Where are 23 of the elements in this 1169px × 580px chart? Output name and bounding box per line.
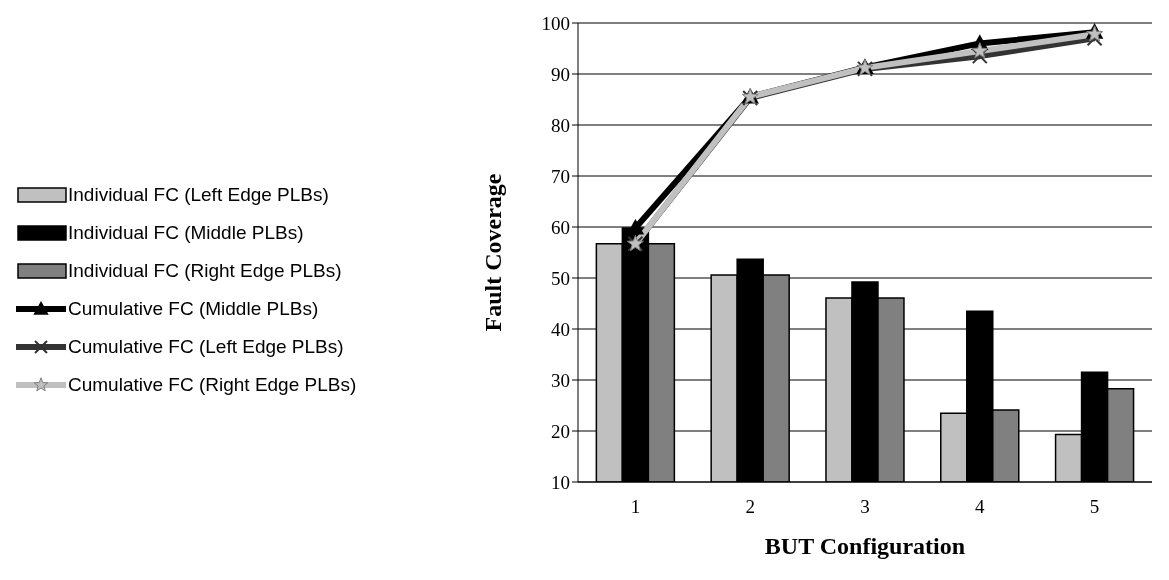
x-tick-label: 1: [630, 496, 641, 518]
y-tick-label: 10: [551, 471, 570, 493]
y-tick-label: 100: [541, 12, 570, 34]
x-tick-label: 4: [975, 496, 986, 518]
y-tick-label: 90: [551, 63, 570, 85]
x-tick-label: 5: [1089, 496, 1100, 518]
y-tick-label: 20: [551, 420, 570, 442]
x-tick-label: 3: [860, 496, 870, 518]
y-tick-label: 80: [551, 114, 570, 136]
x-tick-label: 2: [745, 496, 755, 518]
y-tick-label: 30: [551, 369, 570, 391]
y-tick-label: 50: [551, 267, 570, 289]
legend-label: Individual FC (Middle PLBs): [68, 222, 304, 244]
legend-label: Cumulative FC (Left Edge PLBs): [68, 336, 344, 358]
legend-label: Cumulative FC (Right Edge PLBs): [68, 374, 357, 396]
legend-label: Individual FC (Right Edge PLBs): [68, 260, 342, 282]
legend-label: Cumulative FC (Middle PLBs): [68, 298, 319, 320]
x-axis-title: BUT Configuration: [764, 533, 966, 559]
legend-label: Individual FC (Left Edge PLBs): [68, 184, 329, 206]
y-axis-title: Fault Coverage: [479, 173, 506, 332]
y-tick-label: 40: [551, 318, 570, 340]
y-tick-label: 60: [551, 216, 570, 238]
y-tick-label: 70: [551, 165, 570, 187]
